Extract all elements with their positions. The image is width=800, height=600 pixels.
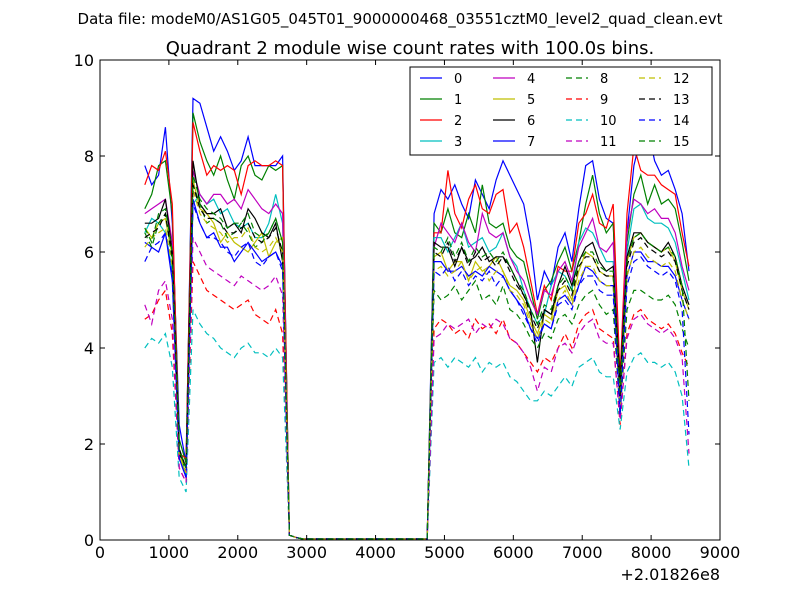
y-tick-label: 8	[84, 147, 94, 166]
legend-label-5: 5	[527, 93, 535, 108]
legend-label-4: 4	[527, 72, 535, 87]
series-line-14	[144, 203, 690, 540]
x-tick-label: 8000	[631, 543, 672, 562]
legend-label-3: 3	[454, 135, 462, 150]
legend-label-8: 8	[600, 72, 608, 87]
y-tick-label: 4	[84, 339, 94, 358]
x-tick-label: 4000	[355, 543, 396, 562]
x-tick-label: 6000	[493, 543, 534, 562]
legend-label-11: 11	[600, 135, 617, 150]
series-line-15	[144, 175, 690, 540]
x-tick-label: 5000	[424, 543, 465, 562]
x-tick-label: 9000	[700, 543, 741, 562]
series-line-11	[144, 237, 690, 540]
y-tick-label: 0	[84, 531, 94, 550]
y-tick-label: 10	[74, 51, 94, 70]
y-tick-label: 6	[84, 243, 94, 262]
legend-label-6: 6	[527, 114, 535, 129]
series-line-10	[144, 309, 690, 540]
x-tick-label: 0	[95, 543, 105, 562]
x-tick-label: 1000	[149, 543, 190, 562]
x-tick-label: 2000	[217, 543, 258, 562]
legend-label-12: 12	[673, 72, 690, 87]
y-tick-label: 2	[84, 435, 94, 454]
x-offset-label: +2.01826e8	[620, 565, 720, 584]
legend-label-0: 0	[454, 72, 462, 87]
legend-label-14: 14	[673, 114, 690, 129]
figure-suptitle: Data file: modeM0/AS1G05_045T01_90000004…	[78, 10, 723, 29]
legend-label-13: 13	[673, 93, 690, 108]
axes-ticks: 0 1000 2000 3000 4000 5000 6000 7000 8000 9000 0 2 4…	[74, 51, 741, 562]
x-tick-label: 7000	[562, 543, 603, 562]
x-tick-label: 3000	[286, 543, 327, 562]
legend-frame	[409, 66, 713, 156]
legend-label-10: 10	[600, 114, 617, 129]
legend-label-2: 2	[454, 114, 462, 129]
legend-label-9: 9	[600, 93, 608, 108]
plot-frame	[99, 59, 721, 541]
series-layer	[144, 97, 690, 540]
chart-title: Quadrant 2 module wise count rates with …	[166, 38, 655, 59]
legend-label-1: 1	[454, 93, 462, 108]
legend-label-15: 15	[673, 135, 690, 150]
series-line-12	[144, 189, 690, 540]
legend-label-7: 7	[527, 135, 535, 150]
